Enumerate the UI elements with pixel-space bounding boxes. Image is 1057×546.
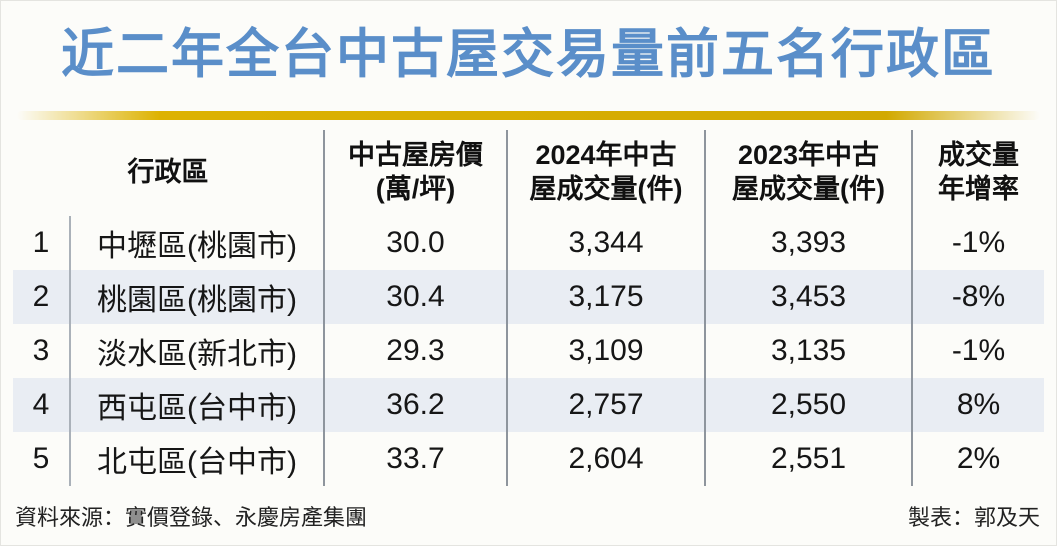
district-cell: 北屯區(台中市) xyxy=(69,432,323,486)
vol2023-cell: 3,135 xyxy=(704,324,911,378)
column-header-price-line1: 中古屋房價 xyxy=(348,140,483,171)
table-row: 2 桃園區(桃園市) 30.4 3,175 3,453 -8% xyxy=(13,270,1044,324)
yoy-cell: -8% xyxy=(911,270,1044,324)
price-cell: 33.7 xyxy=(323,432,506,486)
table-row: 4 西屯區(台中市) 36.2 2,757 2,550 8% xyxy=(13,378,1044,432)
price-cell: 36.2 xyxy=(323,378,506,432)
column-header-yoy-line1: 成交量 xyxy=(938,140,1019,171)
rank-cell: 1 xyxy=(32,226,50,259)
data-table: 行政區 中古屋房價 (萬/坪) 2024年中古 屋成交量(件) 2023年中古 … xyxy=(13,130,1044,486)
vol2023-cell: 2,551 xyxy=(704,432,911,486)
price-cell: 30.4 xyxy=(323,270,506,324)
column-header-vol2023: 2023年中古 屋成交量(件) xyxy=(704,130,911,216)
column-header-district: 行政區 xyxy=(127,157,209,188)
column-header-price-line2: (萬/坪) xyxy=(375,174,456,204)
column-header-vol2023-line2: 屋成交量(件) xyxy=(732,174,885,204)
credit-note: 製表：郭及天 xyxy=(907,505,1040,530)
vol2024-cell: 3,344 xyxy=(506,216,704,270)
column-header-price: 中古屋房價 (萬/坪) xyxy=(323,130,506,216)
price-cell: 30.0 xyxy=(323,216,506,270)
page-title: 近二年全台中古屋交易量前五名行政區 xyxy=(61,25,996,84)
vol2023-cell: 3,453 xyxy=(704,270,911,324)
table-row: 3 淡水區(新北市) 29.3 3,109 3,135 -1% xyxy=(13,324,1044,378)
footer: 資料來源：實價登錄、永慶房產集團 製表：郭及天 xyxy=(15,500,1040,532)
rank-cell: 2 xyxy=(32,280,50,313)
price-cell: 29.3 xyxy=(323,324,506,378)
table-header-row: 行政區 中古屋房價 (萬/坪) 2024年中古 屋成交量(件) 2023年中古 … xyxy=(13,130,1044,216)
yoy-cell: -1% xyxy=(911,324,1044,378)
district-cell: 桃園區(桃園市) xyxy=(69,270,323,324)
gold-divider-rule xyxy=(17,111,1040,120)
column-header-vol2024: 2024年中古 屋成交量(件) xyxy=(506,130,704,216)
yoy-cell: -1% xyxy=(911,216,1044,270)
vol2024-cell: 2,604 xyxy=(506,432,704,486)
rank-cell: 4 xyxy=(32,388,50,421)
district-cell: 西屯區(台中市) xyxy=(69,378,323,432)
column-header-yoy-line2: 年增率 xyxy=(938,174,1019,204)
data-source-note: 資料來源：實價登錄、永慶房產集團 xyxy=(15,505,368,530)
column-header-vol2024-line2: 屋成交量(件) xyxy=(529,174,683,204)
table-row: 1 中壢區(桃園市) 30.0 3,344 3,393 -1% xyxy=(13,216,1044,270)
vol2023-cell: 3,393 xyxy=(704,216,911,270)
column-header-yoy: 成交量 年增率 xyxy=(911,130,1044,216)
vol2023-cell: 2,550 xyxy=(704,378,911,432)
vol2024-cell: 3,175 xyxy=(506,270,704,324)
vol2024-cell: 3,109 xyxy=(506,324,704,378)
yoy-cell: 2% xyxy=(911,432,1044,486)
yoy-cell: 8% xyxy=(911,378,1044,432)
column-header-vol2023-line1: 2023年中古 xyxy=(737,140,880,171)
district-cell: 淡水區(新北市) xyxy=(69,324,323,378)
infographic-page: 近二年全台中古屋交易量前五名行政區 行政區 中古屋房價 (萬/坪) 2024年中… xyxy=(1,1,1056,532)
rank-cell: 5 xyxy=(32,442,50,475)
vol2024-cell: 2,757 xyxy=(506,378,704,432)
rank-cell: 3 xyxy=(32,334,50,367)
district-cell: 中壢區(桃園市) xyxy=(69,216,323,270)
table-row: 5 北屯區(台中市) 33.7 2,604 2,551 2% xyxy=(13,432,1044,486)
column-header-vol2024-line1: 2024年中古 xyxy=(535,140,677,171)
